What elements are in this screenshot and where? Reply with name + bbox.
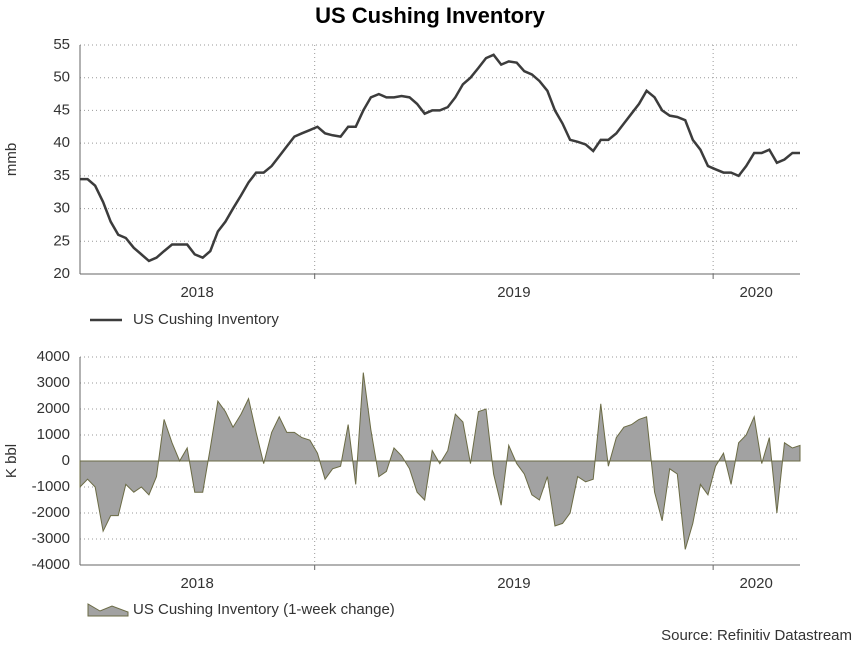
y-tick-label: 3000 — [37, 374, 70, 391]
x-tick-label: 2018 — [180, 284, 213, 301]
x-tick-label: 2020 — [739, 575, 772, 592]
data-line — [80, 53, 800, 263]
y-tick-label: 35 — [53, 167, 70, 184]
y-tick-label: 25 — [53, 232, 70, 249]
y-tick-label: -1000 — [32, 478, 70, 495]
x-tick-label: 2018 — [180, 575, 213, 592]
y-tick-label: 2000 — [37, 400, 70, 417]
y-tick-label: -3000 — [32, 530, 70, 547]
x-tick-label: 2020 — [739, 284, 772, 301]
y-tick-label: 40 — [53, 134, 70, 151]
y-tick-label: 50 — [53, 69, 70, 86]
y-axis-title: K bbl — [3, 444, 20, 478]
y-tick-label: -2000 — [32, 504, 70, 521]
y-axis-title: mmb — [3, 143, 20, 176]
data-area — [79, 372, 801, 550]
legend-swatch — [87, 603, 129, 617]
x-tick-label: 2019 — [497, 284, 530, 301]
y-tick-label: 1000 — [37, 426, 70, 443]
y-tick-label: 20 — [53, 265, 70, 282]
y-tick-label: -4000 — [32, 556, 70, 573]
x-tick-label: 2019 — [497, 575, 530, 592]
source-note: Source: Refinitiv Datastream — [661, 627, 852, 644]
y-tick-label: 4000 — [37, 348, 70, 365]
y-tick-label: 45 — [53, 101, 70, 118]
legend-label: US Cushing Inventory — [133, 311, 279, 328]
chart-title: US Cushing Inventory — [315, 3, 546, 28]
legend-label: US Cushing Inventory (1-week change) — [133, 601, 395, 618]
y-tick-label: 55 — [53, 36, 70, 53]
y-tick-label: 0 — [62, 452, 70, 469]
y-tick-label: 30 — [53, 200, 70, 217]
